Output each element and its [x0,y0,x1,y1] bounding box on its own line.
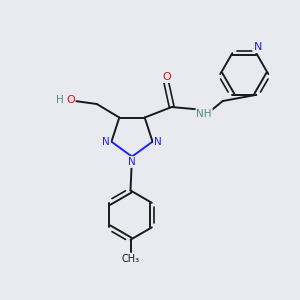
Text: O: O [66,95,75,105]
Text: NH: NH [196,109,212,119]
Text: N: N [154,137,162,147]
Text: N: N [254,42,262,52]
Text: N: N [128,157,136,167]
Text: H: H [56,95,64,105]
Text: O: O [162,72,171,82]
Text: N: N [102,137,110,147]
Text: CH₃: CH₃ [122,254,140,264]
